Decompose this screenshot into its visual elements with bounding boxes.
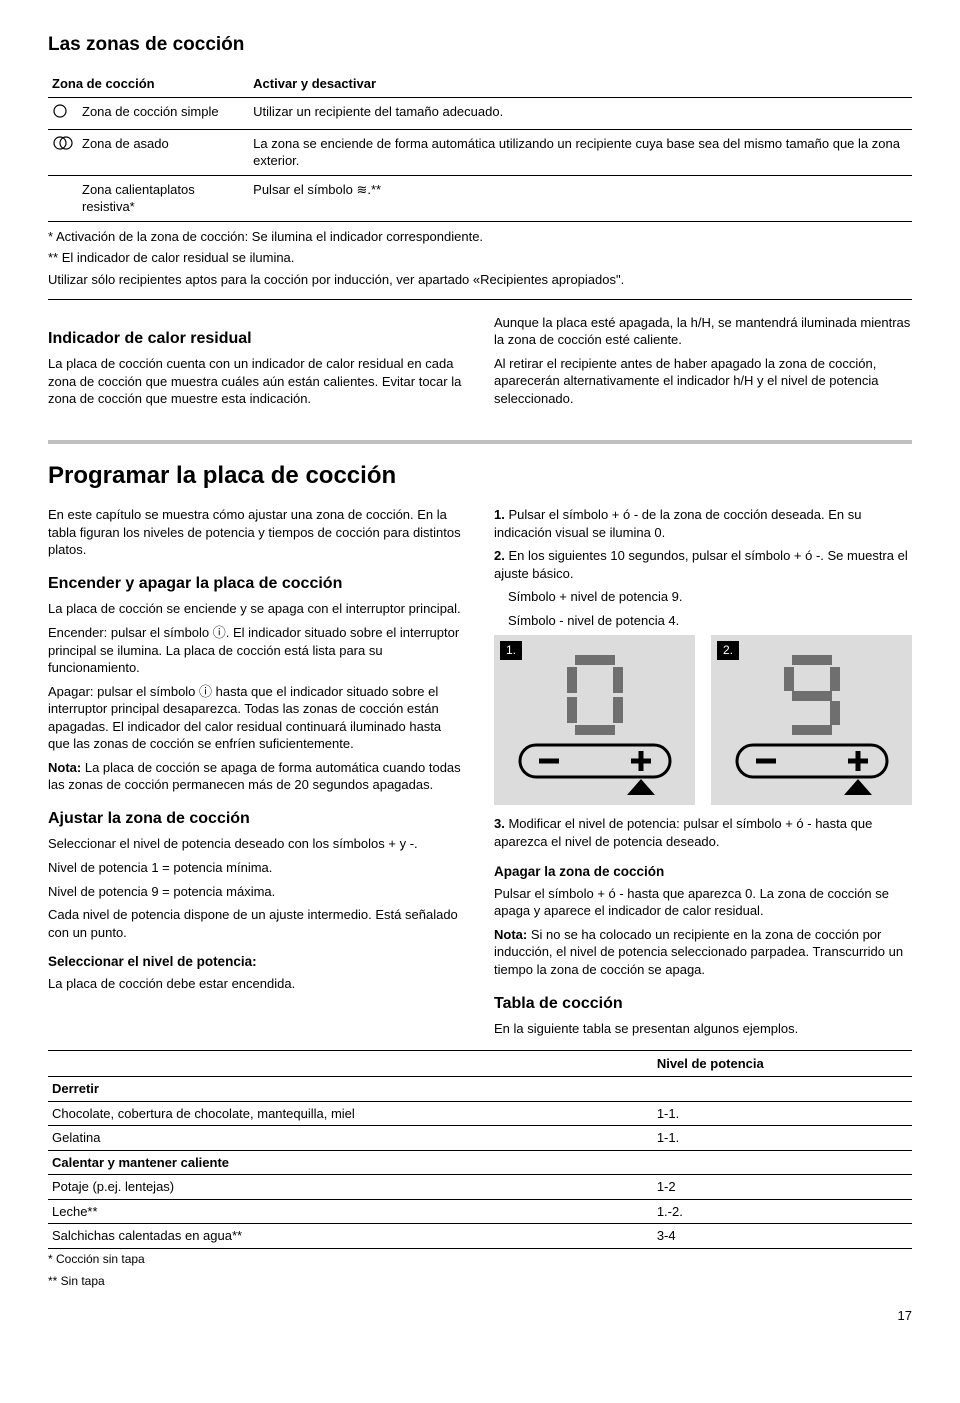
- step-num: 1.: [494, 507, 505, 522]
- table-row: Gelatina1-1.: [48, 1126, 912, 1151]
- cook-level: 1.-2.: [653, 1199, 912, 1224]
- cook-level: 3-4: [653, 1224, 912, 1249]
- roast-zone-icon: [52, 135, 74, 156]
- table-row: Zona de asado La zona se enciende de for…: [48, 129, 912, 175]
- cook-cat: Calentar y mantener caliente: [48, 1150, 653, 1175]
- onoff-title: Encender y apagar la placa de cocción: [48, 573, 466, 595]
- table-row: Salchichas calentadas en agua**3-4: [48, 1224, 912, 1249]
- page-number: 17: [48, 1307, 912, 1325]
- zone-desc: Utilizar un recipiente del tamaño adecua…: [249, 98, 912, 130]
- panel-tag: 2.: [717, 641, 739, 659]
- table-row: Derretir: [48, 1077, 912, 1102]
- off-zone-note: Nota: Si no se ha colocado un recipiente…: [494, 926, 912, 979]
- control-panel-2: 2.: [711, 635, 912, 805]
- cook-cat: Derretir: [48, 1077, 653, 1102]
- off-zone-title: Apagar la zona de cocción: [494, 863, 912, 881]
- panel-tag: 1.: [500, 641, 522, 659]
- step-text: Modificar el nivel de potencia: pulsar e…: [494, 816, 872, 849]
- table-row: Chocolate, cobertura de chocolate, mante…: [48, 1101, 912, 1126]
- display-zero-icon: [505, 645, 685, 795]
- cook-item: Salchichas calentadas en agua**: [48, 1224, 653, 1249]
- section-title-zones: Las zonas de cocción: [48, 32, 912, 58]
- note-label: Nota:: [48, 760, 85, 775]
- step-2: 2. En los siguientes 10 segundos, pulsar…: [494, 547, 912, 582]
- residual-heat-text: La placa de cocción cuenta con un indica…: [48, 355, 466, 408]
- step-num: 2.: [494, 548, 505, 563]
- adjust-p2: Nivel de potencia 1 = potencia mínima.: [48, 859, 466, 877]
- cook-footnote-1: * Cocción sin tapa: [48, 1251, 912, 1267]
- table-row: Zona calientaplatos resistiva* Pulsar el…: [48, 175, 912, 221]
- residual-heat-title: Indicador de calor residual: [48, 328, 466, 350]
- zones-table: Zona de cocción Activar y desactivar Zon…: [48, 70, 912, 222]
- section-divider: [48, 440, 912, 444]
- step-text: En los siguientes 10 segundos, pulsar el…: [494, 548, 908, 581]
- cook-item: Gelatina: [48, 1126, 653, 1151]
- step-2c: Símbolo + nivel de potencia 9.: [494, 588, 912, 606]
- zones-head-left: Zona de cocción: [48, 70, 249, 98]
- control-panel-1: 1.: [494, 635, 695, 805]
- step-num: 3.: [494, 816, 505, 831]
- note-line: * Activación de la zona de cocción: Se i…: [48, 228, 912, 246]
- table-row: Calentar y mantener caliente: [48, 1150, 912, 1175]
- residual-heat-right1: Aunque la placa esté apagada, la h/H, se…: [494, 314, 912, 349]
- note-line: ** El indicador de calor residual se ilu…: [48, 249, 912, 267]
- zone-label: Zona de cocción simple: [78, 98, 249, 130]
- zones-head-right: Activar y desactivar: [249, 70, 912, 98]
- program-intro: En este capítulo se muestra cómo ajustar…: [48, 506, 466, 559]
- step-1: 1. Pulsar el símbolo + ó - de la zona de…: [494, 506, 912, 541]
- step-text: Pulsar el símbolo + ó - de la zona de co…: [494, 507, 862, 540]
- table-row: Zona de cocción simple Utilizar un recip…: [48, 98, 912, 130]
- section-title-program: Programar la placa de cocción: [48, 460, 912, 492]
- note-label: Nota:: [494, 927, 531, 942]
- zone-desc: Pulsar el símbolo ≋.**: [249, 175, 912, 221]
- cook-head-blank: [48, 1050, 653, 1077]
- cook-item: Potaje (p.ej. lentejas): [48, 1175, 653, 1200]
- adjust-p3: Nivel de potencia 9 = potencia máxima.: [48, 883, 466, 901]
- cook-table-intro: En la siguiente tabla se presentan algun…: [494, 1020, 912, 1038]
- step-2d: Símbolo - nivel de potencia 4.: [494, 612, 912, 630]
- step-3: 3. Modificar el nivel de potencia: pulsa…: [494, 815, 912, 850]
- control-panels: 1.: [494, 635, 912, 805]
- zone-desc: La zona se enciende de forma automática …: [249, 129, 912, 175]
- cook-table: Nivel de potencia Derretir Chocolate, co…: [48, 1050, 912, 1249]
- cook-table-title: Tabla de cocción: [494, 993, 912, 1015]
- note-text: La placa de cocción se apaga de forma au…: [48, 760, 461, 793]
- adjust-p1: Seleccionar el nivel de potencia deseado…: [48, 835, 466, 853]
- left-column: En este capítulo se muestra cómo ajustar…: [48, 506, 466, 1043]
- table-row: Leche**1.-2.: [48, 1199, 912, 1224]
- onoff-p2: Encender: pulsar el símbolo ⓘ. El indica…: [48, 624, 466, 677]
- table-row: Potaje (p.ej. lentejas)1-2: [48, 1175, 912, 1200]
- select-p: La placa de cocción debe estar encendida…: [48, 975, 466, 993]
- onoff-p3: Apagar: pulsar el símbolo ⓘ hasta que el…: [48, 683, 466, 753]
- note-text: Si no se ha colocado un recipiente en la…: [494, 927, 903, 977]
- right-column: 1. Pulsar el símbolo + ó - de la zona de…: [494, 506, 912, 1043]
- cook-head-level: Nivel de potencia: [653, 1050, 912, 1077]
- single-zone-icon: [52, 103, 68, 124]
- zone-label: Zona calientaplatos resistiva*: [78, 175, 249, 221]
- residual-heat-right2: Al retirar el recipiente antes de haber …: [494, 355, 912, 408]
- cook-footnote-2: ** Sin tapa: [48, 1273, 912, 1289]
- onoff-p1: La placa de cocción se enciende y se apa…: [48, 600, 466, 618]
- zone-label: Zona de asado: [78, 129, 249, 175]
- cook-level: 1-1.: [653, 1126, 912, 1151]
- off-zone-p: Pulsar el símbolo + ó - hasta que aparez…: [494, 885, 912, 920]
- select-title: Seleccionar el nivel de potencia:: [48, 953, 466, 971]
- onoff-note: Nota: La placa de cocción se apaga de fo…: [48, 759, 466, 794]
- zone-notes: * Activación de la zona de cocción: Se i…: [48, 228, 912, 300]
- adjust-p4: Cada nivel de potencia dispone de un aju…: [48, 906, 466, 941]
- note-line: Utilizar sólo recipientes aptos para la …: [48, 271, 912, 289]
- display-nine-icon: [722, 645, 902, 795]
- cook-level: 1-2: [653, 1175, 912, 1200]
- cook-level: 1-1.: [653, 1101, 912, 1126]
- adjust-title: Ajustar la zona de cocción: [48, 808, 466, 830]
- cook-item: Leche**: [48, 1199, 653, 1224]
- cook-item: Chocolate, cobertura de chocolate, mante…: [48, 1101, 653, 1126]
